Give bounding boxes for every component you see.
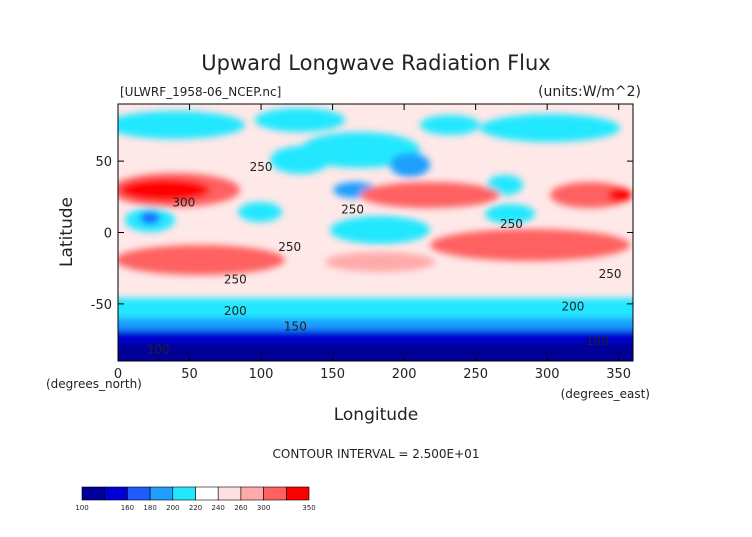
- contour-label: 100: [586, 334, 609, 348]
- y-tick-label: 0: [104, 227, 112, 242]
- contour-label: 100: [147, 343, 170, 357]
- x-unit-label: (degrees_east): [561, 387, 650, 401]
- colorbar-swatch: [240, 486, 264, 501]
- field-patch: [360, 182, 500, 208]
- contour-label: 250: [278, 240, 301, 254]
- field-patch: [420, 115, 480, 135]
- x-tick-label: 250: [463, 367, 488, 382]
- colorbar-swatch: [149, 486, 174, 501]
- colorbar-tick-label: 180: [143, 504, 156, 512]
- x-tick-label: 50: [181, 367, 198, 382]
- x-tick-label: 350: [606, 367, 631, 382]
- x-tick-label: 150: [320, 367, 345, 382]
- field-patches: [118, 108, 633, 361]
- colorbar-tick-label: 240: [212, 504, 225, 512]
- field-patch: [550, 182, 630, 208]
- contour-label: 200: [561, 300, 584, 314]
- file-label: [ULWRF_1958-06_NCEP.nc]: [120, 85, 281, 99]
- field-patch: [480, 114, 620, 142]
- field-patch: [485, 204, 535, 224]
- colorbar-tick-label: 300: [257, 504, 270, 512]
- contour-label: 150: [284, 320, 307, 334]
- colorbar-swatch: [172, 486, 196, 501]
- field-patch: [300, 132, 420, 168]
- field-patch: [118, 111, 245, 139]
- colorbar-tick-label: 160: [121, 504, 134, 512]
- units-label: (units:W/m^2): [538, 84, 641, 100]
- field-patch: [270, 146, 330, 174]
- colorbar-swatch: [285, 486, 310, 501]
- radiation-field: [118, 104, 633, 361]
- colorbar-tick-label: 260: [234, 504, 247, 512]
- contour-label: 200: [224, 304, 247, 318]
- colorbar-swatch: [104, 486, 128, 501]
- x-tick-label: 200: [392, 367, 417, 382]
- field-patch: [390, 153, 430, 177]
- colorbar-swatch: [81, 486, 106, 501]
- y-tick-label: 50: [95, 155, 112, 170]
- field-patch: [118, 342, 633, 361]
- colorbar-swatch: [127, 486, 151, 501]
- y-axis-ticks: -50 0 50: [91, 155, 633, 313]
- x-tick-label: 100: [249, 367, 274, 382]
- colorbar-swatch: [263, 486, 287, 501]
- field-patch: [120, 179, 210, 201]
- contour-label: 250: [250, 160, 273, 174]
- field-patch: [330, 216, 430, 244]
- contour-label: 250: [500, 217, 523, 231]
- colorbar-tick-label: 350: [302, 504, 315, 512]
- field-patch: [238, 202, 282, 222]
- colorbar-tick-label: 220: [189, 504, 202, 512]
- colorbar-swatch: [217, 486, 242, 501]
- field-patch: [487, 175, 523, 195]
- x-tick-label: 300: [535, 367, 560, 382]
- field-patch: [608, 188, 632, 202]
- chart-title: Upward Longwave Radiation Flux: [201, 51, 550, 75]
- field-patch: [325, 252, 435, 272]
- x-axis-label: Longitude: [334, 405, 419, 425]
- field-patch: [255, 108, 345, 132]
- colorbar-tick-label: 100: [75, 504, 88, 512]
- field-patch: [140, 212, 160, 224]
- contour-label: 250: [341, 203, 364, 217]
- contour-label: 250: [224, 273, 247, 287]
- x-tick-label: 0: [114, 367, 122, 382]
- y-unit-label: (degrees_north): [46, 377, 142, 391]
- y-tick-label: -50: [91, 298, 112, 313]
- contour-label: 300: [172, 196, 195, 210]
- y-axis-label: Latitude: [57, 197, 77, 267]
- x-axis-ticks: 0 50 100 150 200 250 300 350: [114, 104, 631, 382]
- field-patch: [118, 245, 285, 275]
- contour-labels: 250 300 250 250 250 250 250 200 200 150 100 100: [147, 160, 622, 357]
- colorbar-tick-label: 200: [166, 504, 179, 512]
- contour-interval-label: CONTOUR INTERVAL = 2.500E+01: [273, 447, 480, 461]
- contour-label: 250: [599, 267, 622, 281]
- colorbar-swatch: [195, 486, 219, 501]
- field-patch: [430, 229, 630, 261]
- colorbar: 100 160 180 200 220 240 260 300 350: [75, 486, 316, 512]
